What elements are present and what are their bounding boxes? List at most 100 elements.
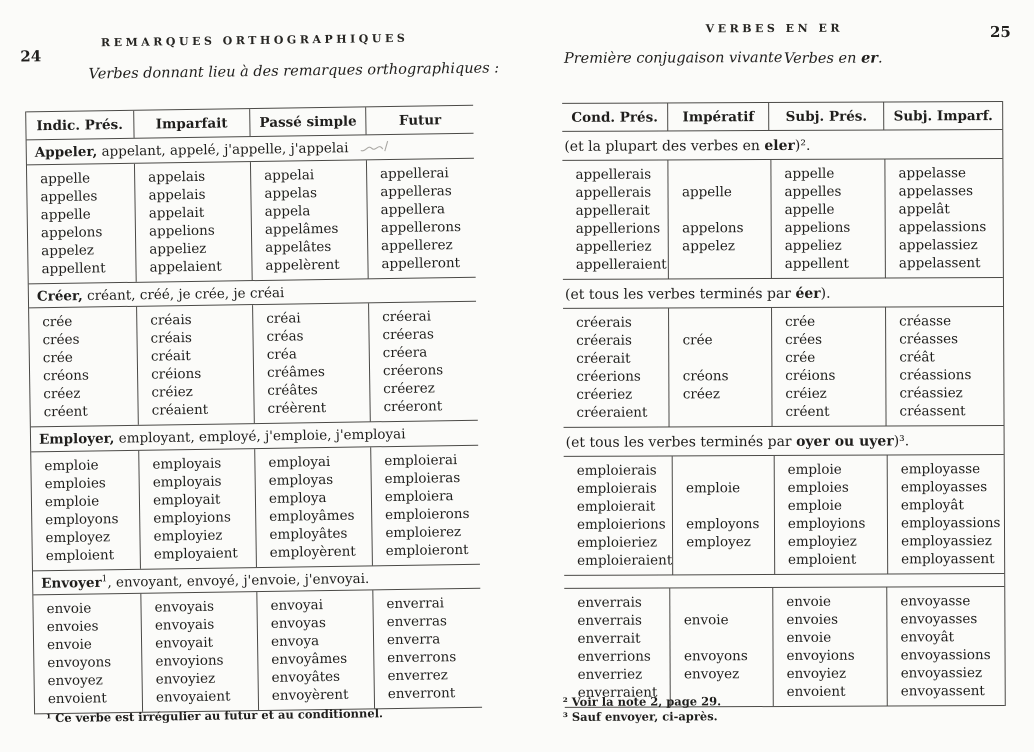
conjugation-cell: créerons — [382, 362, 444, 380]
verb-section-envoyer: enverrais enverrais enverrait enverrions env… — [564, 574, 1005, 708]
conjugation-cell: appelas — [264, 184, 318, 202]
conjugation-cell — [682, 255, 771, 273]
conjugation-cell: envoie — [683, 612, 729, 629]
conjugation-cell: emploierions — [576, 516, 666, 533]
running-head-left: REMARQUES ORTHOGRAPHIQUES — [100, 31, 409, 50]
verb-section-employer: (et tous les verbes terminés par oyer ou… — [563, 426, 1005, 576]
conjugation-cell: envoyons — [47, 654, 112, 672]
conjugation-cell: enverrait — [577, 630, 641, 647]
conjugation-cell: créeriez — [576, 386, 633, 403]
conjugation-cell: créerez — [383, 380, 435, 398]
conjugation-cell: crée — [42, 349, 73, 367]
conjugation-column: appelle appelles appelle appelions appeliez a… — [770, 159, 885, 279]
conjugation-block-envoyer: enverrais enverrais enverrait enverrions env… — [564, 586, 1005, 708]
verb-section-employer: Employer, employant, employé, j'emploie,… — [30, 420, 480, 571]
conjugation-cell: créeront — [383, 398, 443, 416]
conjugation-cell: employez — [686, 534, 751, 551]
conjugation-cell: appela — [264, 202, 311, 220]
conjugation-cell: créera — [382, 344, 428, 362]
conjugation-column: employasse employasses employât employassio… — [886, 455, 1005, 574]
conjugation-column: emploie employons employez — [671, 456, 775, 575]
conjugation-cell: envoyez — [47, 672, 103, 690]
conjugation-cell: créent — [785, 403, 830, 420]
conjugation-cell: envoyasse — [900, 593, 971, 610]
scope-note: (et tous les verbes terminés par éer). — [563, 278, 1003, 308]
conjugation-cell — [686, 497, 774, 515]
conjugation-cell: crée — [785, 313, 816, 330]
conjugation-cell: enverriez — [577, 666, 643, 683]
conjugation-cell: employas — [268, 471, 334, 489]
conjugation-cell: appelassiez — [898, 237, 978, 254]
conjugation-cell: emploieras — [384, 469, 461, 487]
conjugation-cell — [686, 461, 774, 479]
conjugation-cell: appelâtes — [265, 238, 332, 256]
verb-section-title: Appeler, appelant, appelé, j'appelle, j'… — [26, 133, 474, 165]
conjugation-column: crée créons créez — [668, 308, 772, 427]
conjugation-cell: créions — [151, 365, 202, 383]
conjugation-cell: employassiez — [901, 533, 992, 550]
conjugation-cell: emploie — [44, 456, 99, 474]
scope-note-pre: (et la plupart des verbes en — [564, 138, 765, 155]
conjugation-cell: envoyiez — [786, 665, 847, 682]
verb-section-creer: Créer, créant, créé, je crée, je créai cr… — [28, 277, 478, 428]
subtitle-right-part1: Première conjugaison vivante — [563, 49, 783, 67]
conjugation-block-appeler: appellerais appellerais appellerait appelle… — [562, 158, 1003, 280]
conjugation-column: appelai appelas appela appelâmes appelâtes ap… — [249, 159, 368, 280]
conjugation-cell: créasses — [899, 331, 959, 348]
conjugation-cell: envoyasses — [900, 611, 978, 628]
scope-note-bold: éer — [795, 285, 821, 302]
conjugation-cell: appelle — [40, 205, 91, 223]
conjugation-cell: envoyais — [154, 598, 215, 616]
conjugation-column: envoyasse envoyasses envoyât envoyassions en… — [886, 587, 1005, 706]
conjugation-cell: enverront — [387, 685, 456, 703]
conjugation-cell: appelle — [784, 201, 835, 218]
conjugation-column: créai créas créa créâmes créâtes créèrent — [252, 303, 370, 424]
table-header-row: Cond. Prés. Impératif Subj. Prés. Subj. … — [562, 101, 1003, 132]
conjugation-cell: emploierai — [384, 451, 458, 469]
conjugation-cell: appelle — [40, 169, 91, 187]
column-header: Subj. Imparf. — [883, 102, 1003, 130]
pencil-scribble-mark — [360, 140, 388, 151]
conjugation-cell: créerais — [576, 314, 632, 331]
conjugation-cell: crée — [42, 313, 73, 331]
conjugation-cell: employasses — [900, 479, 988, 496]
conjugation-column: appelasse appelasses appelât appelassions ap… — [884, 159, 1003, 278]
conjugation-cell: appelle — [681, 184, 732, 201]
conjugation-cell: envoyâtes — [271, 668, 341, 686]
conjugation-cell: créiez — [151, 383, 193, 401]
conjugation-cell: créai — [266, 310, 301, 327]
conjugation-cell: appelles — [784, 183, 842, 200]
conjugation-cell: envoies — [46, 618, 99, 636]
conjugation-column: appellerais appellerais appellerait appelle… — [562, 160, 668, 278]
conjugation-cell: emploient — [45, 546, 115, 564]
conjugation-column: employai employas employa employâmes employâ… — [254, 446, 372, 567]
conjugation-cell: créerais — [576, 332, 632, 349]
conjugation-cell: créions — [785, 367, 836, 384]
conjugation-cell: envoient — [47, 690, 107, 708]
conjugation-cell: créèrent — [267, 400, 327, 417]
conjugation-cell: appelle — [784, 165, 835, 182]
conjugation-cell: appellerez — [380, 236, 453, 254]
verb-title-rest: , envoyant, envoyé, j'envoie, j'envoyai. — [107, 570, 370, 591]
conjugation-block-creer: crée crées crée créons créez créent créais créa… — [29, 301, 478, 428]
conjugation-block-employer: emploierais emploierais emploierait emploie… — [563, 454, 1005, 576]
conjugation-cell: employais — [152, 473, 222, 491]
column-header: Impératif — [667, 103, 769, 131]
conjugation-cell: créât — [899, 349, 935, 366]
conjugation-cell: employez — [45, 528, 111, 546]
conjugation-cell: envoyaient — [155, 688, 231, 706]
conjugation-column: enverrai enverras enverra enverrons enverrez… — [372, 588, 483, 709]
conjugation-cell: envoyât — [900, 629, 955, 646]
conjugation-cell: employons — [45, 510, 119, 528]
conjugation-cell: envoyez — [684, 666, 740, 683]
conjugation-cell: emploierais — [576, 462, 657, 479]
conjugation-cell: emploie — [44, 492, 100, 510]
conjugation-column: créerai créeras créera créerons créerez créer… — [367, 301, 478, 422]
conjugation-column: enverrais enverrais enverrait enverrions env… — [564, 588, 670, 706]
conjugation-cell: enverrions — [577, 648, 651, 665]
conjugation-column: crée crées crée créions créiez créent — [770, 307, 886, 427]
scope-note-bold: eler — [764, 137, 795, 155]
conjugation-cell: employais — [152, 455, 222, 473]
conjugation-column: envoie envoies envoie envoyions envoyiez envo… — [772, 587, 887, 707]
column-header: Indic. Prés. — [36, 116, 124, 135]
